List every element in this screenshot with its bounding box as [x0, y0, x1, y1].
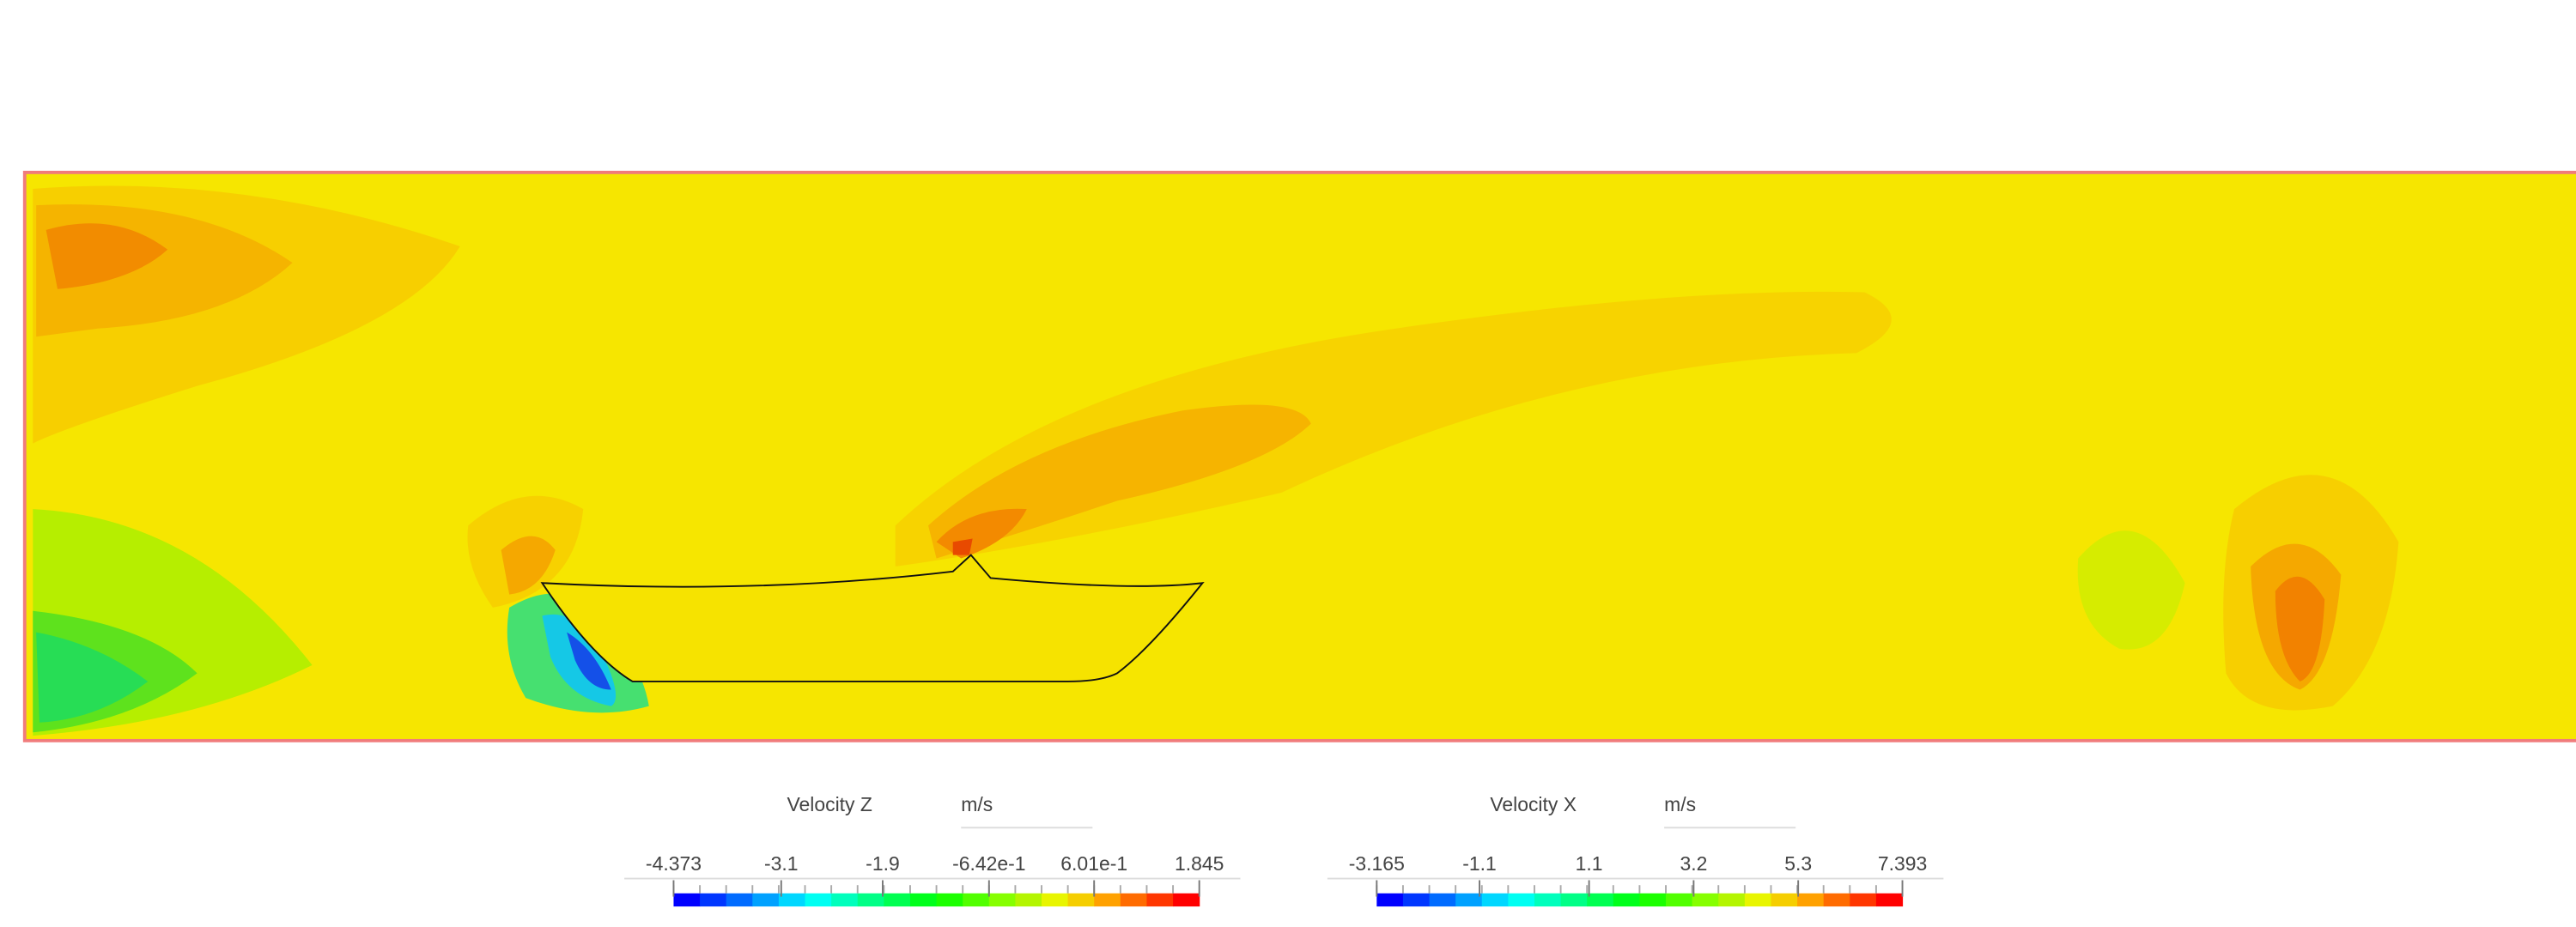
- color-band: [988, 893, 1016, 907]
- color-band: [752, 893, 780, 907]
- color-band: [1508, 893, 1535, 907]
- color-band: [1534, 893, 1562, 907]
- tick-label: 1.845: [1175, 852, 1224, 875]
- color-band: [1481, 893, 1509, 907]
- color-band: [1146, 893, 1174, 907]
- colorbar-legend: Velocity X m/s -3.165 -1.1 1.1 3.2 5.3 7.393: [1327, 793, 1944, 907]
- tick-label: 6.01e-1: [1060, 852, 1127, 875]
- color-band: [1639, 893, 1667, 907]
- legend-unit: m/s: [961, 793, 993, 815]
- color-band: [1376, 893, 1404, 907]
- color-band: [700, 893, 727, 907]
- tick-label: 3.2: [1680, 852, 1707, 875]
- tick-label: 5.3: [1784, 852, 1812, 875]
- tick-label: -3.1: [764, 852, 799, 875]
- color-band: [1587, 893, 1614, 907]
- color-band: [1560, 893, 1588, 907]
- legend-title: Velocity Z: [787, 793, 872, 815]
- color-band: [1823, 893, 1850, 907]
- color-band: [1666, 893, 1693, 907]
- color-band: [1120, 893, 1148, 907]
- tick-label: -1.1: [1462, 852, 1497, 875]
- color-band: [1094, 893, 1121, 907]
- legend-title: Velocity X: [1490, 793, 1577, 815]
- color-band: [909, 893, 938, 907]
- legend-unit: m/s: [1664, 793, 1696, 815]
- color-band: [1797, 893, 1825, 907]
- color-band: [831, 893, 859, 907]
- color-band: [1429, 893, 1456, 907]
- color-band: [1718, 893, 1746, 907]
- color-band: [1771, 893, 1798, 907]
- color-band: [1744, 893, 1772, 907]
- color-band: [1613, 893, 1640, 907]
- color-band: [1455, 893, 1483, 907]
- tick-label: -6.42e-1: [952, 852, 1025, 875]
- color-band: [1850, 893, 1877, 907]
- colorbar-legend: Velocity Z m/s -4.373 -3.1 -1.9 -6.42e-1 6.01e…: [624, 793, 1241, 907]
- color-band: [1042, 893, 1069, 907]
- legends: Velocity Z m/s -4.373 -3.1 -1.9 -6.42e-1 6.01e…: [624, 793, 1944, 907]
- tick-label: 7.393: [1878, 852, 1927, 875]
- color-band: [1015, 893, 1042, 907]
- color-band: [1067, 893, 1095, 907]
- color-band: [673, 893, 701, 907]
- color-band: [1402, 893, 1431, 907]
- tick-label: 1.1: [1576, 852, 1603, 875]
- color-band: [1875, 893, 1904, 907]
- color-band: [1173, 893, 1200, 907]
- color-band: [778, 893, 806, 907]
- tick-label: -3.165: [1349, 852, 1405, 875]
- color-band: [857, 893, 884, 907]
- tick-label: -1.9: [866, 852, 900, 875]
- color-band: [884, 893, 911, 907]
- color-band: [963, 893, 990, 907]
- color-band: [1692, 893, 1719, 907]
- color-band: [936, 893, 963, 907]
- tick-label: -4.373: [646, 852, 702, 875]
- color-band: [805, 893, 832, 907]
- color-band: [726, 893, 753, 907]
- contour-field: [22, 170, 2576, 742]
